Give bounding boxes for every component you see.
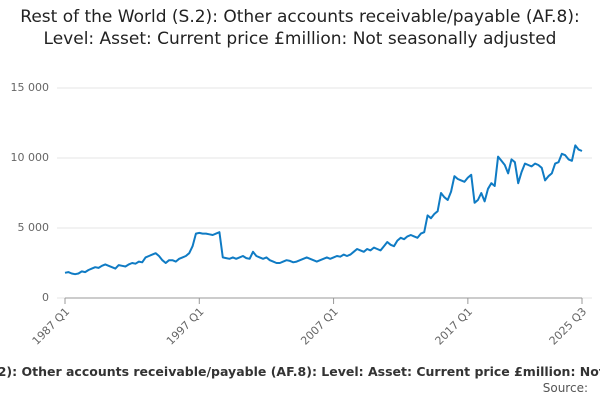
series-line bbox=[64, 144, 583, 276]
footer: Rest of the World (S.2): Other accounts … bbox=[0, 364, 600, 379]
source: Source: bbox=[542, 381, 588, 395]
x-tick-label: 2025 Q3 bbox=[547, 305, 590, 348]
x-tick-label: 2007 Q1 bbox=[298, 305, 341, 348]
x-tick-label: 1997 Q1 bbox=[164, 305, 207, 348]
footer-text: Rest of the World (S.2): Other accounts … bbox=[0, 364, 600, 379]
y-tick-label: 0 bbox=[42, 291, 49, 304]
x-tick-label: 2017 Q1 bbox=[433, 305, 476, 348]
y-tick-label: 5 000 bbox=[18, 221, 50, 234]
x-tick-label: 1987 Q1 bbox=[30, 305, 73, 348]
y-tick-label: 15 000 bbox=[11, 81, 50, 94]
chart-title: Rest of the World (S.2): Other accounts … bbox=[20, 7, 580, 49]
y-tick-label: 10 000 bbox=[11, 151, 50, 164]
